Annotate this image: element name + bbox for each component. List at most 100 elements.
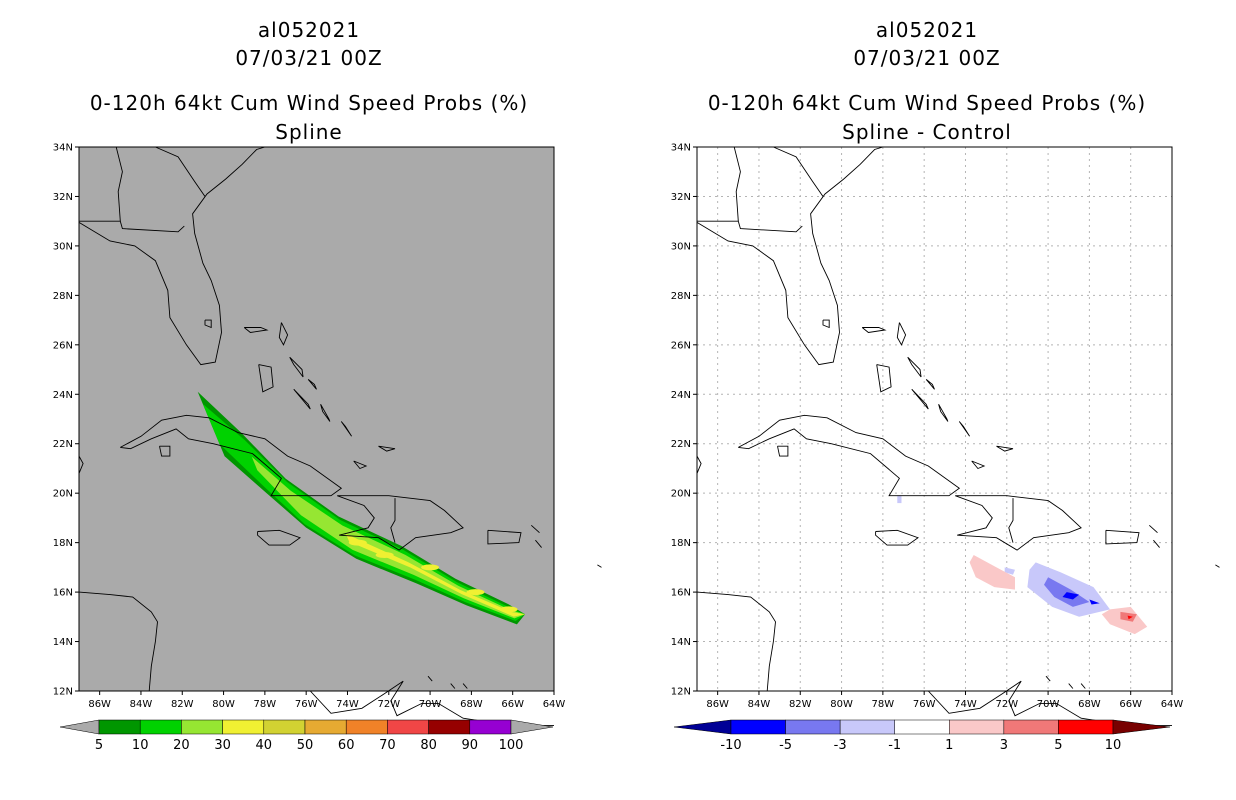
longitude-label: 72W <box>995 699 1018 710</box>
negative-difference-area <box>1044 577 1090 607</box>
longitude-label: 78W <box>872 699 895 710</box>
coastline <box>450 683 456 689</box>
longitude-label: 66W <box>501 699 524 710</box>
latitude-label: 18N <box>53 538 73 549</box>
latitude-label: 16N <box>671 588 691 599</box>
coastline <box>340 421 352 437</box>
longitude-label: 70W <box>419 699 442 710</box>
colorbar-segment <box>263 719 306 735</box>
country-border <box>390 498 396 543</box>
probability-peak <box>466 589 485 596</box>
state-border <box>155 146 206 197</box>
coastline <box>777 445 789 457</box>
coastline <box>487 529 522 545</box>
state-border <box>733 146 741 222</box>
coastline <box>293 388 311 410</box>
panel-spline: al052021 07/03/21 00Z 0-120h 64kt Cum Wi… <box>53 18 602 753</box>
panel-subtitle: Spline <box>275 120 343 144</box>
negative-difference-core <box>1089 599 1100 605</box>
coastline <box>243 327 269 333</box>
coastline <box>1068 683 1074 689</box>
coastline <box>971 460 986 470</box>
coastline <box>1105 529 1140 545</box>
coastline <box>307 379 317 390</box>
longitude-label: 84W <box>748 699 771 710</box>
coastline <box>1153 539 1160 548</box>
colorbar-label: 20 <box>173 738 190 753</box>
longitude-label: 70W <box>1037 699 1060 710</box>
latitude-label: 24N <box>53 390 73 401</box>
coastline <box>278 322 289 346</box>
coastline <box>78 591 158 692</box>
product-title: 0-120h 64kt Cum Wind Speed Probs (%) <box>707 91 1147 115</box>
colorbar-label: 100 <box>499 738 524 753</box>
latitude-label: 22N <box>671 439 691 450</box>
coastline <box>1215 564 1220 568</box>
longitude-label: 86W <box>88 699 111 710</box>
state-border <box>79 220 185 233</box>
coastline <box>309 680 554 727</box>
coastline <box>78 455 84 474</box>
colorbar-segment <box>1058 719 1114 735</box>
state-border <box>697 220 803 233</box>
positive-difference-area <box>1101 606 1148 635</box>
coastline <box>258 364 274 393</box>
probability-peak <box>375 552 394 558</box>
colorbar-label: 5 <box>1054 738 1062 753</box>
coastline <box>1045 675 1051 682</box>
coastline <box>427 675 433 682</box>
colorbar-segment <box>469 719 512 735</box>
coastline <box>696 146 884 366</box>
colorbar-under-arrow <box>59 719 100 735</box>
latitude-label: 12N <box>53 687 73 698</box>
storm-id: al052021 <box>257 18 361 42</box>
colorbar-label: 70 <box>379 738 396 753</box>
colorbar-over-arrow <box>1112 719 1171 735</box>
map-frame <box>696 146 1173 692</box>
colorbar-label: -5 <box>779 738 792 753</box>
latitude-label: 20N <box>53 489 73 500</box>
colorbar-label: 10 <box>1105 738 1122 753</box>
latitude-label: 30N <box>671 241 691 252</box>
positive-difference-core <box>1127 615 1133 620</box>
storm-id: al052021 <box>875 18 979 42</box>
coastline <box>875 529 919 546</box>
colorbar-segment <box>785 719 841 735</box>
difference-map: 34N 32N 30N 28N 26N 24N 22N 20N 18N 16N 14N 12N 86W 8… <box>671 143 1220 753</box>
product-title: 0-120h 64kt Cum Wind Speed Probs (%) <box>89 91 529 115</box>
coastline <box>696 591 776 692</box>
longitude-label: 80W <box>212 699 235 710</box>
coastline <box>896 322 907 346</box>
colorbar-segment <box>181 719 223 735</box>
map-frame <box>78 146 555 692</box>
coastline <box>958 421 970 437</box>
datetime: 07/03/21 00Z <box>235 46 383 70</box>
coastline <box>911 388 929 410</box>
coastline <box>204 319 212 329</box>
colorbar-segment <box>345 719 388 735</box>
latitude-label: 28N <box>671 291 691 302</box>
longitude-label: 72W <box>377 699 400 710</box>
longitude-label: 64W <box>1161 699 1184 710</box>
colorbar-segment <box>387 719 429 735</box>
probability-map: 34N 32N 30N 28N 26N 24N 22N 20N 18N 16N 14N 12N 86W 8… <box>53 143 602 753</box>
longitude-label: 76W <box>295 699 318 710</box>
latitude-label: 22N <box>53 439 73 450</box>
latitude-label: 28N <box>53 291 73 302</box>
latitude-label: 32N <box>671 192 691 203</box>
colorbar-label: 30 <box>214 738 231 753</box>
coastline <box>530 524 540 534</box>
colorbar-label: 1 <box>945 738 953 753</box>
colorbar-label: -10 <box>720 738 741 753</box>
colorbar-label: 5 <box>95 738 103 753</box>
coastline <box>955 495 1082 551</box>
positive-difference-area <box>969 555 1015 590</box>
coastline <box>120 414 343 497</box>
coastline <box>996 445 1014 452</box>
negative-difference-core <box>1062 592 1080 600</box>
state-border <box>773 146 824 197</box>
latitude-label: 12N <box>671 687 691 698</box>
colorbar-label: 90 <box>462 738 479 753</box>
colorbar-label: 10 <box>132 738 149 753</box>
colorbar-over-arrow <box>510 719 554 735</box>
